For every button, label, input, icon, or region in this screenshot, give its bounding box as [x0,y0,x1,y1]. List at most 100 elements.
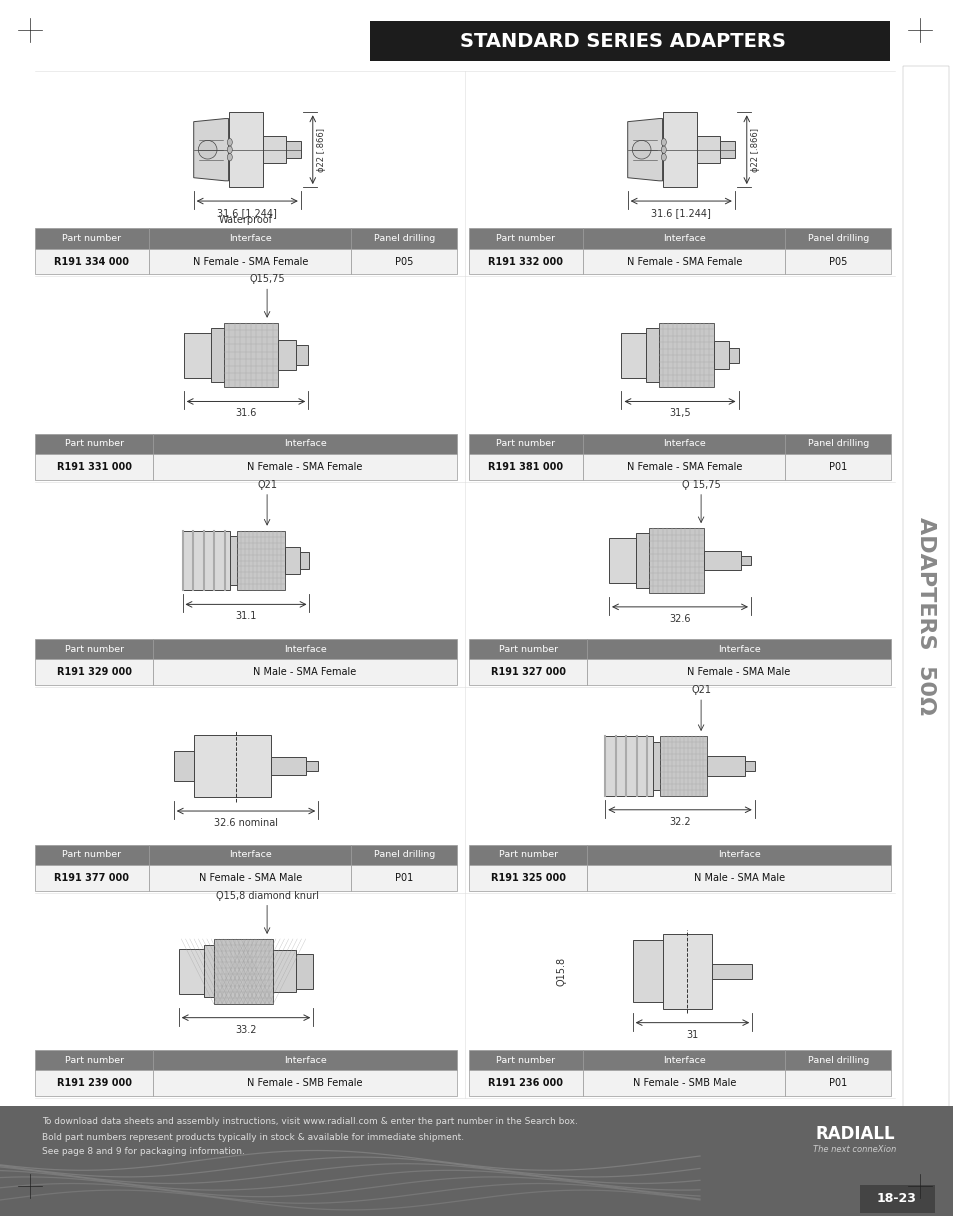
Bar [469,1049,582,1070]
Text: Panel drilling: Panel drilling [807,233,868,243]
Bar [740,556,750,565]
Bar [149,229,351,248]
Text: P05: P05 [395,257,413,266]
Bar [586,865,890,890]
Bar [351,845,456,865]
Text: Part number: Part number [62,850,121,860]
Text: ADAPTERS  50Ω: ADAPTERS 50Ω [915,517,935,715]
Text: Waterproof: Waterproof [219,215,273,225]
Bar [646,327,659,383]
Bar [35,865,149,890]
Text: 32.2: 32.2 [668,817,690,827]
Bar [469,1070,582,1096]
Text: P05: P05 [828,257,846,266]
Bar [744,761,754,771]
Bar [582,1049,784,1070]
Bar [720,141,734,158]
Text: The next conneXion: The next conneXion [813,1144,896,1154]
Text: ϕ22 [.866]: ϕ22 [.866] [316,128,325,171]
Text: Interface: Interface [229,233,272,243]
Bar [582,1070,784,1096]
Bar [351,248,456,275]
Bar [153,640,456,659]
Text: R191 329 000: R191 329 000 [56,668,132,677]
Text: Interface: Interface [229,850,272,860]
Bar [271,758,306,775]
Bar [703,551,740,570]
Bar [35,845,149,865]
Bar [469,659,586,685]
Text: 18-23: 18-23 [876,1193,916,1205]
Text: N Female - SMA Female: N Female - SMA Female [626,257,741,266]
Bar [859,1186,934,1214]
Text: ϕ22 [.866]: ϕ22 [.866] [750,128,759,171]
Ellipse shape [660,146,665,153]
Ellipse shape [227,139,233,146]
Bar [582,434,784,454]
Bar [604,736,652,795]
Bar [784,454,890,480]
Bar [706,756,744,776]
Bar [713,342,728,368]
Bar [662,112,697,187]
Bar [35,248,149,275]
Bar [153,454,456,480]
Text: N Female - SMA Male: N Female - SMA Male [198,873,301,883]
Bar [286,141,300,158]
Bar [230,535,237,585]
Text: 31,5: 31,5 [668,409,690,418]
Bar [469,434,582,454]
Polygon shape [193,119,229,181]
Bar [662,934,712,1008]
Text: Panel drilling: Panel drilling [807,439,868,449]
Bar [184,333,211,377]
Text: Ϙ15,75: Ϙ15,75 [249,275,285,285]
Bar [469,845,586,865]
Text: Part number: Part number [496,233,555,243]
Text: 31.6 [1.244]: 31.6 [1.244] [651,208,710,218]
Bar [295,345,308,365]
Bar [636,533,648,587]
Text: Part number: Part number [498,850,558,860]
Bar [728,348,738,362]
Bar [35,434,153,454]
Text: 31: 31 [685,1030,698,1040]
Bar [203,945,213,997]
Text: Ϙ21: Ϙ21 [690,685,710,696]
Text: RADIALL: RADIALL [814,1125,894,1143]
Polygon shape [627,119,662,181]
Bar [263,136,286,163]
Text: N Male - SMA Male: N Male - SMA Male [693,873,783,883]
Text: R191 327 000: R191 327 000 [490,668,565,677]
Text: Panel drilling: Panel drilling [807,1055,868,1065]
Bar [295,953,313,989]
Circle shape [198,140,216,159]
Text: Part number: Part number [65,1055,124,1065]
Text: N Female - SMA Female: N Female - SMA Female [626,462,741,472]
Bar [306,761,318,771]
Bar [608,539,636,582]
Text: Interface: Interface [662,233,705,243]
Text: 33.2: 33.2 [235,1025,256,1035]
Bar [697,136,720,163]
Text: Interface: Interface [717,644,760,654]
Bar [586,640,890,659]
Bar [712,964,751,979]
Bar [182,530,230,591]
Bar [784,229,890,248]
Text: STANDARD SERIES ADAPTERS: STANDARD SERIES ADAPTERS [459,32,785,51]
Text: See page 8 and 9 for packaging information.: See page 8 and 9 for packaging informati… [42,1148,245,1156]
Bar [469,640,586,659]
Text: Ϙ 15,75: Ϙ 15,75 [681,480,720,490]
Bar [648,528,703,593]
Bar [784,1049,890,1070]
Bar [35,454,153,480]
Bar [153,659,456,685]
Bar [469,229,582,248]
Bar [0,1107,953,1216]
Bar [193,734,271,796]
Text: 31.6 [1.244]: 31.6 [1.244] [217,208,277,218]
Bar [35,229,149,248]
Bar [632,940,662,1002]
Text: P01: P01 [395,873,413,883]
